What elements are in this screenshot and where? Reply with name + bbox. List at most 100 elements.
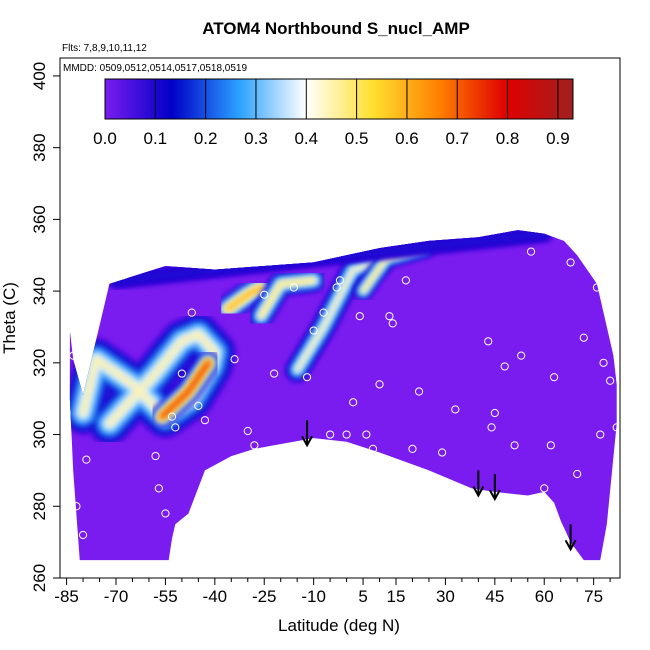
data-point-marker bbox=[335, 276, 345, 285]
x-axis-tick-label: 30 bbox=[436, 587, 455, 606]
contour-band bbox=[295, 260, 382, 372]
x-axis-tick-label: 45 bbox=[485, 587, 504, 606]
x-axis-tick-label: 75 bbox=[584, 587, 603, 606]
data-point-marker bbox=[250, 441, 259, 450]
data-point-marker bbox=[82, 455, 91, 464]
data-point-marker bbox=[171, 423, 180, 432]
data-point-marker bbox=[609, 552, 618, 561]
data-point-marker bbox=[487, 423, 496, 432]
down-arrow-marker bbox=[301, 420, 313, 448]
y-axis-tick-label: 400 bbox=[30, 62, 49, 90]
data-point-marker bbox=[161, 509, 170, 518]
colorbar-tick-label: 0.8 bbox=[496, 129, 520, 148]
data-point-marker bbox=[332, 283, 341, 292]
x-axis-tick-label: -40 bbox=[203, 587, 228, 606]
x-axis-tick-label: 60 bbox=[535, 587, 554, 606]
data-point-marker bbox=[243, 426, 252, 436]
data-point-marker bbox=[270, 369, 279, 378]
data-point-marker bbox=[62, 326, 71, 335]
x-axis-label: Latitude (deg N) bbox=[278, 616, 400, 635]
x-axis-tick-label: -25 bbox=[252, 587, 277, 606]
data-point-marker bbox=[579, 333, 588, 342]
data-point-marker bbox=[385, 312, 394, 321]
data-point-marker bbox=[573, 469, 582, 479]
colorbar-tick-label: 0.3 bbox=[244, 129, 268, 148]
data-point-marker bbox=[451, 405, 460, 414]
data-point-marker bbox=[388, 319, 397, 328]
colorbar-tick-label: 0.1 bbox=[144, 129, 168, 148]
data-point-marker bbox=[484, 337, 493, 346]
colorbar: 0.0 0.1 0.2 0.3 0.4 0.5 0.6 0.7 0.8 0.9 bbox=[93, 78, 574, 148]
data-point-marker bbox=[194, 401, 203, 410]
data-point-marker bbox=[362, 430, 371, 439]
data-point-marker bbox=[177, 369, 186, 378]
arrow-head bbox=[488, 489, 501, 502]
x-axis: -85 -70 -55 -40 -25 -10 5 15 30 45 60 75 bbox=[54, 578, 611, 606]
data-point-marker bbox=[78, 530, 88, 540]
x-axis-tick-label: 5 bbox=[358, 587, 367, 606]
down-arrow-marker bbox=[564, 524, 577, 552]
data-point-marker bbox=[342, 430, 351, 439]
data-point-marker bbox=[326, 430, 335, 439]
data-point-marker bbox=[408, 444, 417, 453]
data-point-marker bbox=[302, 373, 312, 382]
data-point-marker bbox=[309, 326, 318, 335]
x-axis-tick-label: -85 bbox=[54, 587, 79, 606]
marker-layer bbox=[62, 247, 621, 561]
data-point-marker bbox=[368, 444, 378, 453]
y-axis-tick-label: 280 bbox=[30, 492, 49, 520]
colorbar-fill bbox=[104, 78, 574, 120]
data-point-marker bbox=[207, 469, 216, 479]
down-arrow-marker bbox=[488, 474, 501, 502]
data-point-marker bbox=[69, 351, 78, 360]
y-axis-tick-label: 380 bbox=[30, 133, 49, 161]
data-point-marker bbox=[355, 312, 364, 321]
data-point-marker bbox=[592, 283, 602, 292]
data-point-marker bbox=[510, 441, 519, 450]
data-point-marker bbox=[414, 387, 424, 396]
data-point-marker bbox=[349, 398, 358, 407]
y-axis-tick-label: 340 bbox=[30, 277, 49, 305]
colorbar-tick-label: 0.2 bbox=[194, 129, 218, 148]
data-point-marker bbox=[154, 484, 163, 493]
x-axis-tick-label: -10 bbox=[301, 587, 326, 606]
data-point-marker bbox=[596, 430, 605, 439]
dates-annotation: MMDD: 0509,0512,0514,0517,0518,0519 bbox=[63, 63, 247, 74]
y-axis-tick-label: 320 bbox=[30, 349, 49, 377]
y-axis-label: Theta (C) bbox=[0, 282, 19, 354]
colorbar-tick-label: 0.5 bbox=[345, 129, 369, 148]
data-point-marker bbox=[260, 290, 269, 299]
y-axis: 260 280 300 320 340 360 380 400 bbox=[30, 62, 60, 592]
data-point-marker bbox=[438, 448, 447, 457]
data-point-marker bbox=[151, 451, 160, 461]
data-point-marker bbox=[167, 412, 177, 421]
domain-fill bbox=[69, 230, 617, 561]
data-point-marker bbox=[599, 358, 608, 367]
data-point-marker bbox=[540, 484, 549, 493]
x-axis-tick-label: 15 bbox=[387, 587, 406, 606]
colorbar-tick-label: 0.6 bbox=[395, 129, 419, 148]
arrow-head bbox=[564, 539, 577, 552]
data-point-marker bbox=[98, 276, 107, 285]
arrow-head bbox=[472, 486, 485, 498]
colorbar-tick-label: 0.7 bbox=[445, 129, 469, 148]
down-arrow-marker bbox=[472, 470, 485, 498]
flights-annotation: Flts: 7,8,9,10,11,12 bbox=[62, 43, 147, 54]
data-point-marker bbox=[375, 380, 384, 389]
data-point-marker bbox=[72, 502, 81, 511]
contour-band bbox=[160, 361, 211, 419]
data-point-marker bbox=[490, 408, 499, 418]
data-point-marker bbox=[546, 441, 555, 450]
colorbar-ticks: 0.0 0.1 0.2 0.3 0.4 0.5 0.6 0.7 0.8 0.9 bbox=[93, 79, 570, 148]
colorbar-tick-label: 0.4 bbox=[294, 129, 318, 148]
y-axis-tick-label: 260 bbox=[30, 564, 49, 592]
y-axis-tick-label: 300 bbox=[30, 420, 49, 448]
data-point-marker bbox=[401, 276, 410, 285]
data-point-marker bbox=[187, 308, 196, 317]
x-axis-tick-label: -55 bbox=[153, 587, 178, 606]
y-axis-tick-label: 360 bbox=[30, 205, 49, 233]
arrow-head bbox=[301, 435, 313, 448]
arrow-layer bbox=[301, 420, 577, 552]
data-point-marker bbox=[319, 308, 328, 317]
